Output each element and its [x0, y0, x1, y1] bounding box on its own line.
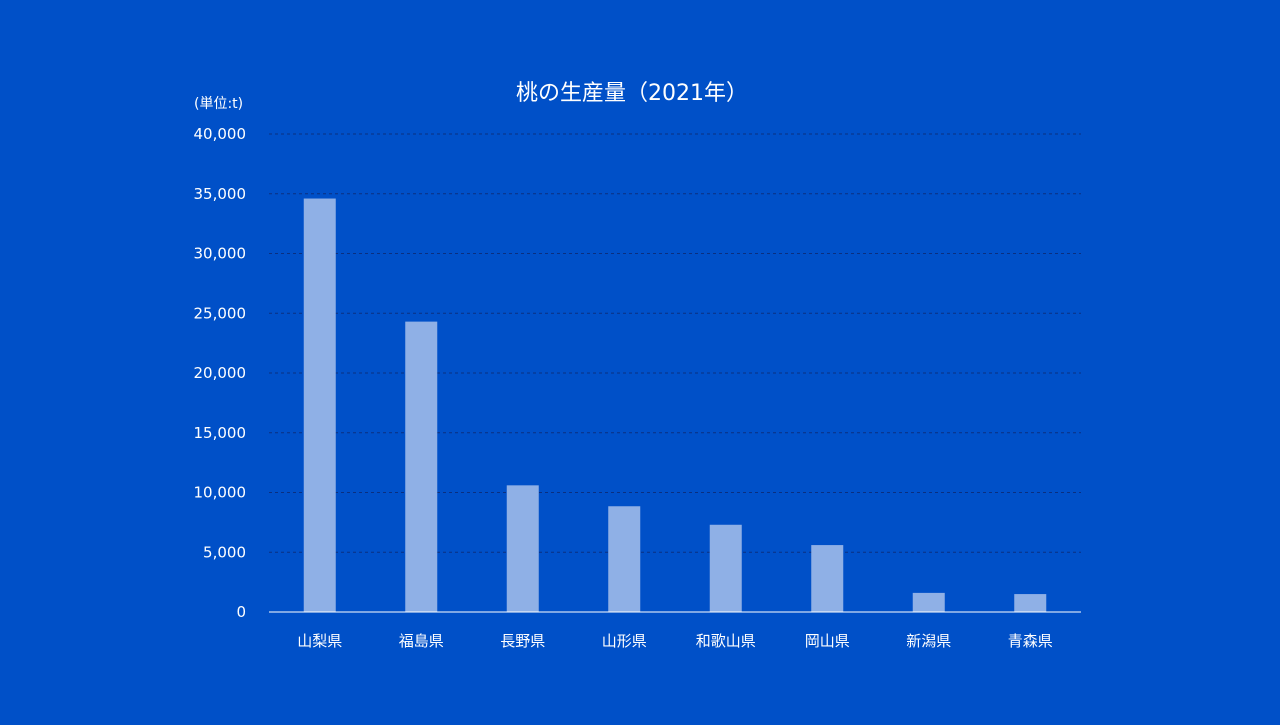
x-axis-categories: 山梨県 福島県 長野県 山形県 和歌山県 岡山県 新潟県 青森県	[297, 632, 1053, 650]
y-tick-label: 5,000	[203, 543, 246, 561]
y-tick-label: 0	[236, 603, 246, 621]
bar	[506, 485, 539, 612]
y-tick-label: 40,000	[194, 125, 247, 143]
chart-title: 桃の生産量（2021年）	[516, 81, 748, 106]
bar	[811, 545, 844, 612]
y-axis-unit-label: (単位:t)	[194, 96, 243, 112]
bar	[405, 321, 438, 612]
y-axis-ticks: 0 5,000 10,000 15,000 20,000 25,000 30,000 35,0…	[194, 125, 247, 621]
y-tick-label: 10,000	[194, 484, 247, 502]
bars	[303, 198, 1047, 612]
x-category-label: 山形県	[602, 632, 647, 650]
y-tick-label: 30,000	[194, 245, 247, 263]
x-category-label: 岡山県	[805, 632, 850, 650]
bar	[912, 592, 945, 612]
x-category-label: 青森県	[1008, 632, 1053, 650]
x-category-label: 新潟県	[906, 632, 951, 650]
y-tick-label: 20,000	[194, 364, 247, 382]
bar	[709, 524, 742, 612]
x-category-label: 和歌山県	[696, 632, 756, 650]
y-tick-label: 25,000	[194, 304, 247, 322]
y-tick-label: 15,000	[194, 424, 247, 442]
x-category-label: 山梨県	[297, 632, 342, 650]
bar	[608, 506, 641, 612]
x-category-label: 長野県	[500, 632, 545, 650]
x-category-label: 福島県	[399, 632, 444, 650]
y-tick-label: 35,000	[194, 185, 247, 203]
bar	[303, 198, 336, 612]
gridlines	[269, 133, 1081, 553]
bar	[1014, 594, 1047, 612]
